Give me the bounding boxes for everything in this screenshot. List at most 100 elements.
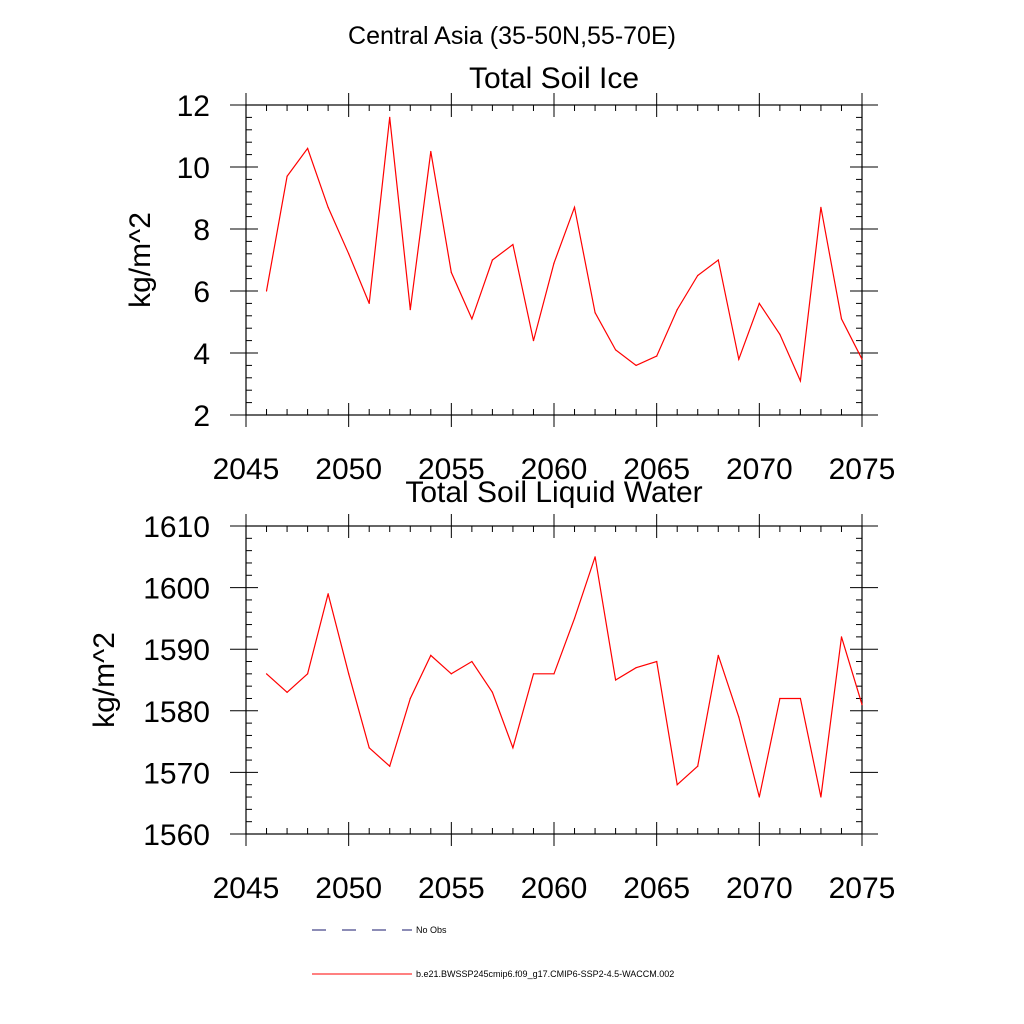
data-point — [491, 259, 493, 261]
data-point — [327, 593, 329, 595]
y-tick-label: 1580 — [143, 696, 210, 729]
x-tick-label: 2060 — [521, 453, 588, 486]
data-point — [615, 679, 617, 681]
y-axis-label: kg/m^2 — [124, 212, 157, 308]
data-point — [307, 147, 309, 149]
data-point — [738, 716, 740, 718]
page-title: Central Asia (35-50N,55-70E) — [348, 22, 676, 50]
data-point — [512, 747, 514, 749]
chart-title: Total Soil Liquid Water — [405, 476, 702, 509]
y-tick-label: 4 — [193, 338, 210, 371]
data-point — [697, 765, 699, 767]
data-point — [676, 784, 678, 786]
data-point — [450, 271, 452, 273]
data-point — [615, 349, 617, 351]
data-point — [286, 691, 288, 693]
data-point — [635, 667, 637, 669]
data-point — [820, 796, 822, 798]
y-tick-label: 1590 — [143, 634, 210, 667]
data-point — [656, 355, 658, 357]
y-tick-label: 1600 — [143, 573, 210, 606]
y-tick-label: 1610 — [143, 511, 210, 544]
y-axis-label: kg/m^2 — [88, 632, 121, 728]
data-point — [265, 290, 268, 292]
data-point — [758, 302, 760, 304]
data-point — [409, 309, 411, 311]
data-point — [738, 358, 740, 360]
x-tick-label: 2075 — [829, 453, 896, 486]
data-point — [717, 259, 719, 261]
data-point — [840, 318, 843, 320]
data-point — [430, 150, 432, 153]
data-point — [348, 253, 350, 255]
x-tick-label: 2055 — [418, 872, 485, 905]
x-tick-label: 2055 — [418, 453, 485, 486]
data-point — [553, 673, 555, 675]
data-point — [861, 358, 863, 360]
x-tick-label: 2045 — [213, 872, 280, 905]
y-tick-label: 1560 — [143, 819, 210, 852]
series-line — [266, 556, 863, 798]
data-point — [389, 116, 391, 118]
data-point — [820, 206, 822, 208]
y-tick-label: 2 — [193, 400, 210, 433]
data-point — [368, 747, 370, 749]
y-tick-label: 10 — [177, 152, 210, 185]
data-point — [656, 660, 658, 663]
panel-total-soil-ice: Total Soil Ice kg/m^2 2045 2050 2055 2060 2065… — [124, 62, 895, 486]
data-point — [532, 673, 535, 675]
x-tick-label: 2060 — [521, 872, 588, 905]
data-point — [573, 206, 576, 208]
y-tick-label: 1570 — [143, 757, 210, 790]
x-tick-label: 2070 — [726, 453, 793, 486]
data-point — [512, 243, 514, 246]
y-tick-label: 12 — [177, 90, 210, 123]
data-point — [471, 318, 473, 320]
data-point — [779, 333, 781, 335]
data-point — [594, 556, 596, 558]
data-point — [389, 765, 391, 767]
series-line — [265, 117, 863, 384]
data-point — [779, 697, 781, 700]
data-point — [676, 309, 678, 311]
data-point — [307, 673, 309, 675]
data-point — [758, 796, 760, 798]
data-point — [840, 636, 843, 638]
x-tick-label: 2070 — [726, 872, 793, 905]
data-point — [286, 175, 288, 177]
plot-frame — [245, 525, 863, 835]
data-point — [430, 654, 432, 656]
data-point — [409, 697, 411, 700]
data-point — [594, 312, 596, 314]
data-point — [450, 673, 452, 675]
data-point — [635, 364, 637, 366]
data-point — [348, 673, 350, 675]
data-point — [532, 340, 535, 342]
plot-frame — [245, 104, 863, 416]
x-tick-label: 2075 — [829, 872, 896, 905]
y-tick-label: 6 — [193, 276, 210, 309]
legend-no-obs-label: No Obs — [416, 925, 447, 935]
data-point — [573, 617, 576, 620]
legend: No Obs b.e21.BWSSP245cmip6.f09_g17.CMIP6… — [312, 925, 674, 979]
data-point — [491, 691, 493, 693]
panel-total-soil-liquid-water: Total Soil Liquid Water kg/m^2 2045 2050 205… — [88, 476, 895, 905]
data-point — [553, 262, 555, 264]
x-tick-label: 2065 — [623, 453, 690, 486]
data-point — [265, 673, 268, 675]
y-tick-label: 8 — [193, 214, 210, 247]
x-tick-label: 2045 — [213, 453, 280, 486]
data-point — [471, 660, 473, 663]
data-point — [799, 697, 802, 700]
x-tick-label: 2050 — [315, 453, 382, 486]
data-point — [697, 274, 699, 277]
data-point — [368, 302, 370, 304]
data-point — [861, 704, 863, 706]
x-tick-label: 2050 — [315, 872, 382, 905]
data-point — [799, 380, 802, 382]
data-point — [327, 206, 329, 208]
x-tick-label: 2065 — [623, 872, 690, 905]
legend-model-label: b.e21.BWSSP245cmip6.f09_g17.CMIP6-SSP2-4… — [416, 969, 674, 979]
chart-title: Total Soil Ice — [469, 62, 639, 95]
